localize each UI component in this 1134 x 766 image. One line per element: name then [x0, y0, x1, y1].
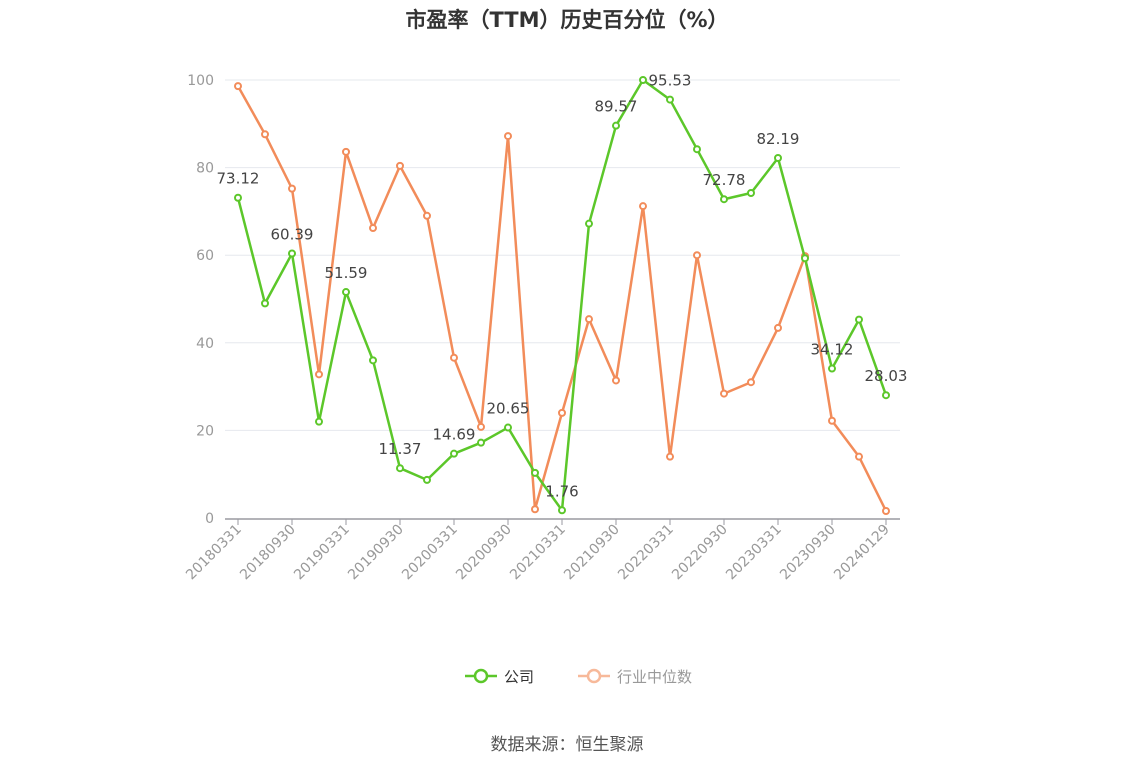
data-point: [315, 370, 323, 379]
legend-label: 行业中位数: [617, 668, 692, 686]
y-tick-label: 60: [196, 248, 214, 264]
data-point: [666, 452, 674, 461]
data-label: 60.39: [271, 225, 314, 243]
data-point: [612, 376, 620, 385]
data-labels: 73.12 60.39 51.59 11.37 14.69 20.65 1.76 89.57 9…: [217, 72, 908, 501]
data-point: [450, 353, 458, 362]
data-point: [315, 417, 323, 426]
gridlines: [225, 79, 900, 431]
data-point: [747, 189, 755, 198]
data-point: [531, 468, 539, 477]
y-tick-label: 100: [187, 73, 214, 89]
legend-swatch-marker: [473, 668, 489, 684]
chart-title: 市盈率（TTM）历史百分位（%）: [405, 8, 729, 32]
x-tick-label: 20230331: [723, 522, 785, 584]
data-point: [477, 422, 485, 431]
data-point: [261, 299, 269, 308]
data-point: [801, 254, 809, 263]
x-tick-label: 20220331: [615, 522, 677, 584]
x-tick-label: 20240129: [831, 522, 893, 584]
data-point: [639, 76, 647, 84]
data-point: [288, 249, 296, 258]
x-tick-label: 20230930: [777, 522, 839, 584]
data-point: [639, 202, 647, 211]
data-label: 82.19: [757, 130, 800, 148]
data-point: [612, 121, 620, 130]
data-label: 34.12: [811, 341, 854, 359]
data-point: [531, 505, 539, 514]
x-tick-label: 20210930: [561, 522, 623, 584]
data-point: [720, 389, 728, 398]
x-tick-label: 20200930: [453, 522, 515, 584]
data-point: [558, 506, 566, 515]
data-point: [342, 288, 350, 297]
data-point: [477, 438, 485, 447]
data-point: [396, 464, 404, 473]
data-point: [774, 323, 782, 332]
data-point: [774, 154, 782, 163]
data-point: [747, 378, 755, 387]
data-point: [828, 416, 836, 425]
data-label: 28.03: [865, 367, 908, 385]
data-label: 51.59: [325, 264, 368, 282]
x-tick-label: 20180930: [237, 522, 299, 584]
legend-label: 公司: [504, 668, 534, 686]
data-point: [342, 147, 350, 156]
data-point: [666, 95, 674, 104]
data-point: [234, 193, 242, 202]
data-label: 72.78: [703, 171, 746, 189]
data-label: 89.57: [595, 98, 638, 116]
data-point: [855, 452, 863, 461]
data-label: 95.53: [649, 72, 692, 90]
data-point: [369, 356, 377, 365]
data-point: [855, 315, 863, 324]
data-point: [720, 195, 728, 204]
data-point: [558, 408, 566, 417]
data-point: [693, 251, 701, 260]
data-point: [423, 475, 431, 484]
x-tick-label: 20180331: [183, 522, 245, 584]
source-note: 数据来源：恒生聚源: [490, 735, 644, 755]
x-tick-label: 20200331: [399, 522, 461, 584]
data-point: [504, 423, 512, 432]
data-point: [261, 130, 269, 139]
data-point: [882, 391, 890, 400]
series-lines: [234, 76, 890, 515]
legend[interactable]: 公司 行业中位数: [465, 668, 692, 686]
data-label: 73.12: [217, 170, 260, 188]
series-line: [236, 85, 888, 512]
axes: 0 20 40 60 80 100 2018033120180930201903312019…: [183, 73, 900, 583]
data-point: [504, 132, 512, 141]
data-label: 11.37: [379, 440, 422, 458]
data-point: [585, 315, 593, 324]
y-tick-label: 80: [196, 161, 214, 177]
x-tick-label: 20190930: [345, 522, 407, 584]
x-tick-label: 20220930: [669, 522, 731, 584]
data-label: 14.69: [433, 426, 476, 444]
data-label: 20.65: [487, 400, 530, 418]
y-tick-label: 0: [205, 511, 214, 527]
data-point: [234, 82, 242, 91]
legend-swatch-marker: [586, 668, 602, 684]
data-label: 1.76: [545, 482, 578, 500]
data-point: [882, 506, 890, 515]
x-tick-label: 20210331: [507, 522, 569, 584]
data-point: [693, 145, 701, 154]
data-point: [288, 184, 296, 193]
data-point: [450, 449, 458, 458]
x-tick-label: 20190331: [291, 522, 353, 584]
y-tick-label: 40: [196, 336, 214, 352]
data-point: [369, 224, 377, 233]
data-point: [396, 161, 404, 170]
data-point: [423, 211, 431, 220]
y-tick-label: 20: [196, 423, 214, 439]
data-point: [828, 364, 836, 373]
data-point: [585, 219, 593, 228]
